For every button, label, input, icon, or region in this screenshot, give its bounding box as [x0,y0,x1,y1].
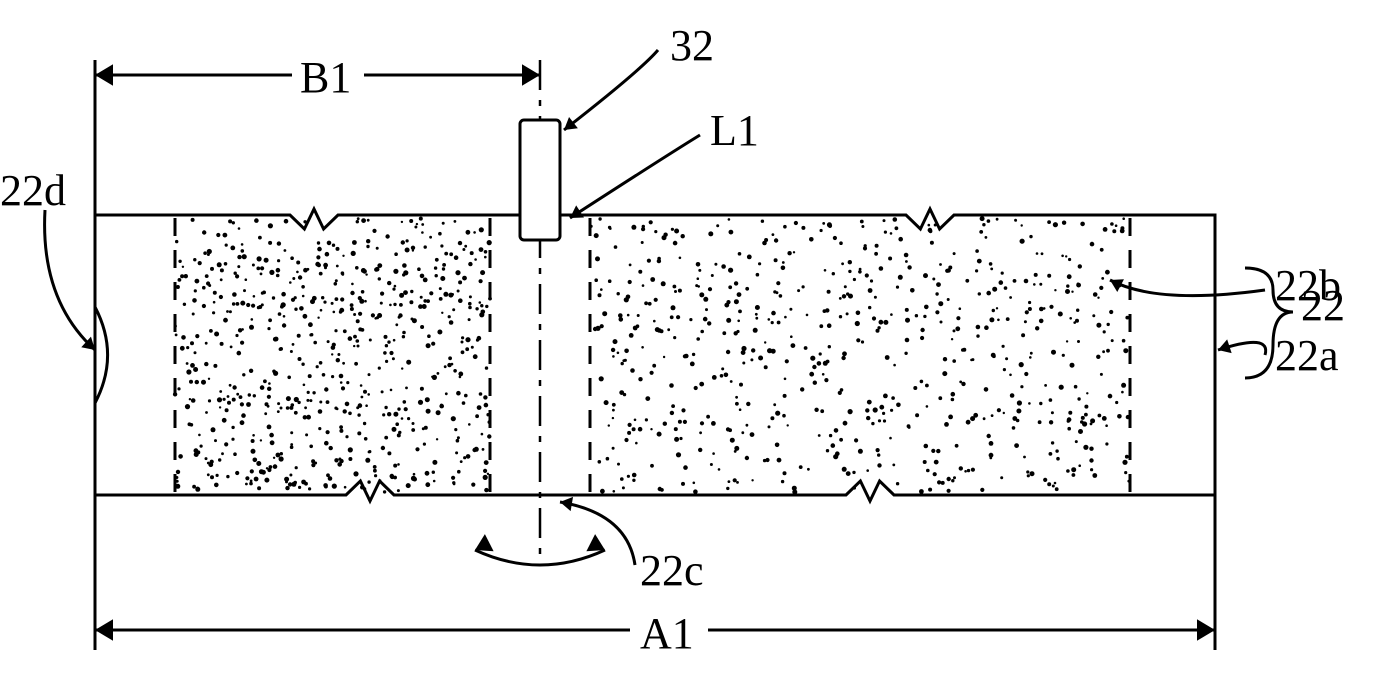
stipple-layer [173,216,1130,494]
left-edge-arc [95,307,108,403]
ref-22d-leader [45,210,95,350]
ref-22d-label: 22d [0,166,66,215]
dim-a1-label: A1 [640,609,694,658]
ref-22a-label: 22a [1275,331,1339,380]
diagram-canvas: B1A132L122d22c22b22a22 [0,0,1395,672]
ref-l1-leader [570,135,700,218]
ref-22c-label: 22c [640,546,704,595]
dim-b1-label: B1 [300,53,351,102]
ref-22-label: 22 [1301,281,1345,330]
ref-32-label: 32 [670,21,714,70]
ref-22b-leader [1110,280,1265,296]
ref-22c-leader [560,502,635,565]
ref-32-leader [564,50,658,130]
substrate-outline [95,209,1215,501]
sensor-rectangle [520,120,560,240]
ref-l1-label: L1 [710,106,759,155]
